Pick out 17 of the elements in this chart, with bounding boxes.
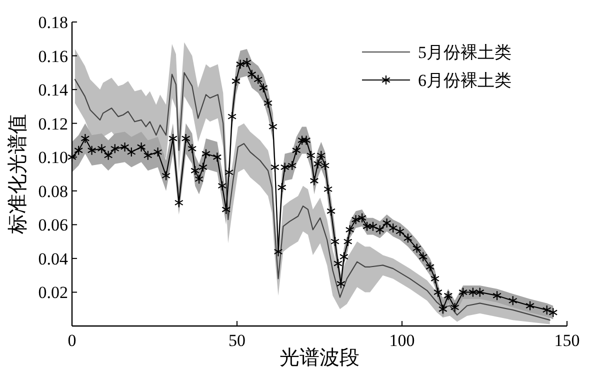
legend-label: 6月份裸土类 xyxy=(418,71,512,90)
legend-label: 5月份裸土类 xyxy=(418,43,512,62)
y-tick-label: 0.04 xyxy=(38,249,68,268)
x-tick-label: 50 xyxy=(228,331,246,350)
x-tick-label: 0 xyxy=(68,331,76,350)
x-tick-label: 150 xyxy=(554,331,580,350)
x-tick-label: 100 xyxy=(389,331,415,350)
y-tick-label: 0.18 xyxy=(38,13,68,32)
y-tick-label: 0.02 xyxy=(38,283,68,302)
y-tick-label: 0.16 xyxy=(38,46,68,66)
y-tick-label: 0.10 xyxy=(38,148,68,168)
y-axis-title: 标准化光谱值 xyxy=(7,114,29,235)
x-axis-title: 光谱波段 xyxy=(280,347,360,369)
y-tick-label: 0.06 xyxy=(38,216,68,235)
y-tick-label: 0.08 xyxy=(38,182,68,201)
y-tick-label: 0.14 xyxy=(38,80,68,100)
y-tick-label: 0.12 xyxy=(38,114,68,134)
